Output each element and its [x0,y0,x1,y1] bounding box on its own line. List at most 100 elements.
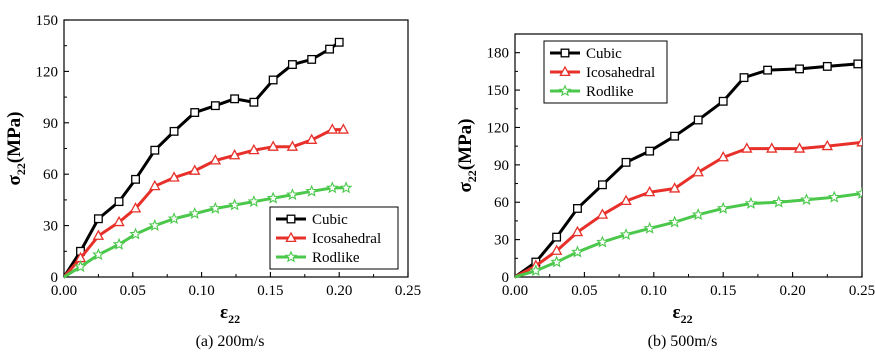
data-point [131,174,141,184]
legend-marker [284,250,298,263]
y-tick-label: 90 [43,116,58,132]
y-axis-label-subscript: 22 [465,170,479,182]
x-axis-label-subscript: 22 [228,312,240,326]
data-point [268,75,278,85]
data-point [209,154,222,165]
panel-caption: (a) 200m/s [196,333,265,350]
data-point [129,202,142,213]
data-point [643,185,656,197]
data-point [795,64,804,74]
data-point [228,149,241,160]
data-point [597,180,607,190]
data-point [149,179,161,191]
x-tick-label: 0.15 [257,283,283,299]
data-point [571,225,584,237]
x-tick-label: 0.10 [188,283,214,299]
data-point [305,184,319,197]
data-point [148,218,162,231]
data-point [210,101,220,111]
data-point [821,139,833,151]
series-line-cubic [64,40,341,279]
data-point [247,194,261,208]
data-point [596,235,609,248]
data-point [114,197,124,207]
data-point [744,196,758,209]
data-point [190,108,200,117]
x-tick-label: 0.20 [326,283,352,299]
data-point [325,181,339,194]
data-point [621,157,631,167]
data-point [693,115,703,125]
data-point [691,208,705,221]
data-point [168,171,180,182]
data-point [856,136,862,147]
legend-marker [285,231,297,243]
data-point [827,190,841,203]
data-point [112,237,126,250]
legend-label: Rodlike [312,250,360,266]
y-tick-label: 60 [43,167,58,183]
data-point [766,142,778,153]
data-point [529,264,543,277]
data-point [645,146,655,156]
y-tick-label: 120 [487,120,510,136]
legend-label: Icosahedral [312,231,381,247]
series-line-rodlike [515,192,862,279]
legend-label: Cubic [586,46,622,62]
data-point [169,126,179,136]
y-axis-label: σ22(MPa) [4,111,28,185]
data-point [692,165,704,177]
x-tick-label: 0.00 [502,283,528,299]
series-area [64,37,353,279]
x-tick-label: 0.15 [710,283,736,299]
legend-label: Cubic [312,212,348,228]
y-tick-label: 0 [502,270,510,286]
data-point [230,94,240,104]
data-point [167,212,181,225]
data-point [772,195,786,208]
data-point [550,255,563,268]
data-point [92,248,105,261]
data-point [668,182,681,193]
data-point [620,194,632,206]
legend-marker [559,65,571,77]
data-point [339,181,353,194]
legend-marker [558,84,572,97]
data-point [571,245,584,258]
data-point [739,73,749,83]
data-point [286,188,299,201]
data-point [552,232,562,242]
legend-marker [286,214,296,224]
x-tick-label: 0.25 [395,283,421,299]
series-line-icosahedral [64,128,345,279]
x-tick-label: 0.20 [779,283,805,299]
legend-marker [560,48,570,58]
y-tick-label: 30 [43,219,58,235]
chart-panel-b: 0.00 0.05 0.10 0.15 0.20 0.25 0 30 60 90 120 150 180… [455,33,875,350]
data-point [307,54,317,64]
y-tick-label: 150 [36,13,59,29]
y-tick-label: 120 [36,64,59,80]
legend-label: Rodlike [586,84,634,100]
data-point [287,60,297,69]
data-point [763,65,773,75]
data-point [150,145,160,155]
data-point [267,140,279,151]
data-point [248,143,260,155]
x-tick-label: 0.05 [120,283,146,299]
y-tick-label: 180 [487,46,510,62]
data-point [596,208,609,219]
chart-panel-a: 0.00 0.05 0.10 0.15 0.20 0.25 0 30 60 90 120 150 ε22… [4,13,421,350]
y-tick-label: 60 [494,195,509,211]
data-point [305,133,318,144]
data-point [325,44,335,54]
data-point [189,164,201,175]
data-point [92,229,105,240]
legend: Cubic Icosahedral Rodlike [269,206,399,270]
data-point [74,260,87,273]
data-point [793,142,806,153]
series-area [515,59,862,279]
data-point [668,215,681,228]
x-axis-label: ε22 [220,302,240,326]
y-axis-label-subscript: 22 [14,163,28,175]
